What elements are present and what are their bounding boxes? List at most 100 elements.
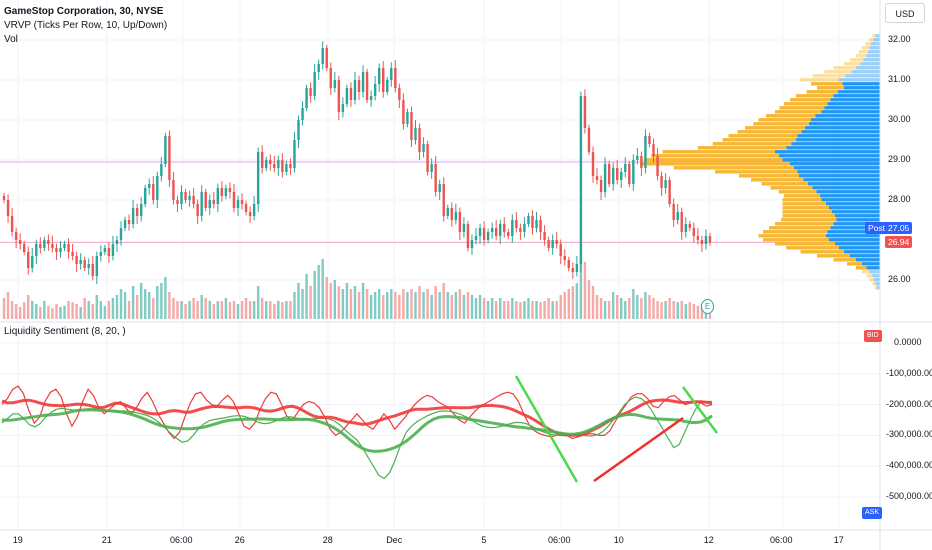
- candle-body: [539, 220, 542, 232]
- volume-bar: [551, 301, 554, 319]
- vp-up-bar: [844, 250, 880, 254]
- candle-body: [232, 192, 236, 208]
- candle-body: [386, 80, 389, 92]
- volume-bar: [426, 289, 429, 319]
- vp-down-bar: [775, 242, 835, 246]
- candle-body: [664, 180, 667, 188]
- indicator-legend[interactable]: Liquidity Sentiment (8, 20, ): [4, 326, 126, 337]
- trend-line-green-2[interactable]: [681, 386, 719, 434]
- vol-legend[interactable]: Vol: [4, 34, 18, 45]
- candle-body: [696, 236, 700, 240]
- volume-bar: [248, 301, 252, 319]
- vp-up-bar: [820, 194, 880, 198]
- volume-bar: [180, 301, 183, 319]
- candle-body: [466, 224, 470, 248]
- volume-bar: [591, 286, 595, 319]
- vp-up-bar: [866, 54, 880, 58]
- volume-bar: [482, 298, 486, 319]
- vp-down-bar: [806, 90, 838, 94]
- symbol-title[interactable]: GameStop Corporation, 30, NYSE: [4, 6, 164, 17]
- candle-body: [656, 156, 659, 176]
- candle-body: [260, 152, 264, 168]
- volume-bar: [341, 289, 345, 319]
- volume-bar: [458, 289, 462, 319]
- candle-body: [55, 248, 58, 252]
- candle-body: [559, 244, 562, 256]
- time-tick-label: 06:00: [770, 535, 793, 545]
- candle-body: [503, 224, 506, 232]
- candle-body: [317, 64, 320, 72]
- vp-up-bar: [803, 178, 880, 182]
- candle-body: [6, 200, 10, 216]
- vp-down-bar: [824, 70, 852, 74]
- vp-up-bar: [827, 230, 880, 234]
- volume-bar: [51, 308, 54, 319]
- candle-body: [494, 228, 498, 236]
- candle-body: [43, 240, 46, 248]
- volume-bar: [79, 307, 82, 319]
- vp-down-bar: [784, 194, 820, 198]
- volume-bar: [478, 295, 482, 319]
- candle-body: [103, 248, 107, 252]
- volume-bar: [285, 301, 288, 319]
- vp-up-bar: [830, 98, 880, 102]
- volume-bar: [2, 298, 6, 319]
- sentiment-fast-line[interactable]: [1, 385, 713, 440]
- candle-body: [301, 108, 304, 120]
- candle-body: [248, 212, 252, 216]
- vp-down-bar: [847, 262, 862, 266]
- vp-up-bar: [869, 270, 880, 274]
- volume-bar: [31, 301, 34, 319]
- vrvp-legend[interactable]: VRVP (Ticks Per Row, 10, Up/Down): [4, 20, 168, 31]
- volume-bar: [188, 301, 191, 319]
- volume-bar: [357, 292, 361, 319]
- volume-bar: [418, 286, 421, 319]
- vp-up-bar: [871, 42, 880, 46]
- price-tick-label: 28.00: [888, 194, 911, 204]
- volume-bar: [47, 305, 50, 319]
- volume-bar: [252, 301, 256, 319]
- volume-bar: [511, 298, 514, 319]
- candle-body: [87, 264, 90, 268]
- volume-bar: [148, 292, 151, 319]
- trend-line-red[interactable]: [593, 416, 684, 483]
- volume-bars: [2, 259, 712, 319]
- candle-body: [531, 216, 534, 228]
- vp-down-bar: [790, 98, 831, 102]
- trend-line-green[interactable]: [514, 375, 579, 483]
- volume-bar: [208, 301, 211, 319]
- candle-body: [313, 72, 316, 96]
- volume-bar: [333, 280, 337, 319]
- candle-body: [676, 212, 679, 220]
- sentiment-fast-smooth[interactable]: [1, 398, 713, 437]
- candle-body: [426, 144, 429, 172]
- candle-body: [341, 104, 345, 112]
- sentiment-slow-smooth[interactable]: [1, 408, 713, 453]
- candle-body: [688, 224, 692, 228]
- candle-body: [305, 88, 308, 108]
- candle-body: [410, 112, 413, 140]
- time-tick-label: 06:00: [170, 535, 193, 545]
- candle-body: [2, 196, 6, 200]
- volume-bar: [67, 301, 70, 319]
- volume-bar: [39, 307, 42, 319]
- post-price-tag: 27.05: [885, 222, 913, 234]
- volume-bar: [144, 289, 147, 319]
- volume-bar: [192, 298, 195, 319]
- candle-body: [127, 220, 131, 224]
- candle-body: [700, 240, 704, 244]
- earnings-icon[interactable]: E: [701, 299, 714, 314]
- candle-body: [365, 72, 369, 100]
- candle-body: [99, 252, 103, 256]
- volume-bar: [442, 283, 445, 319]
- currency-button[interactable]: USD: [885, 3, 925, 23]
- volume-bar: [599, 298, 603, 319]
- volume-bar: [615, 295, 619, 319]
- volume-bar: [43, 301, 46, 319]
- vp-up-bar: [812, 186, 880, 190]
- candle-body: [615, 168, 619, 180]
- vp-down-bar: [872, 282, 876, 286]
- candle-body: [75, 256, 78, 264]
